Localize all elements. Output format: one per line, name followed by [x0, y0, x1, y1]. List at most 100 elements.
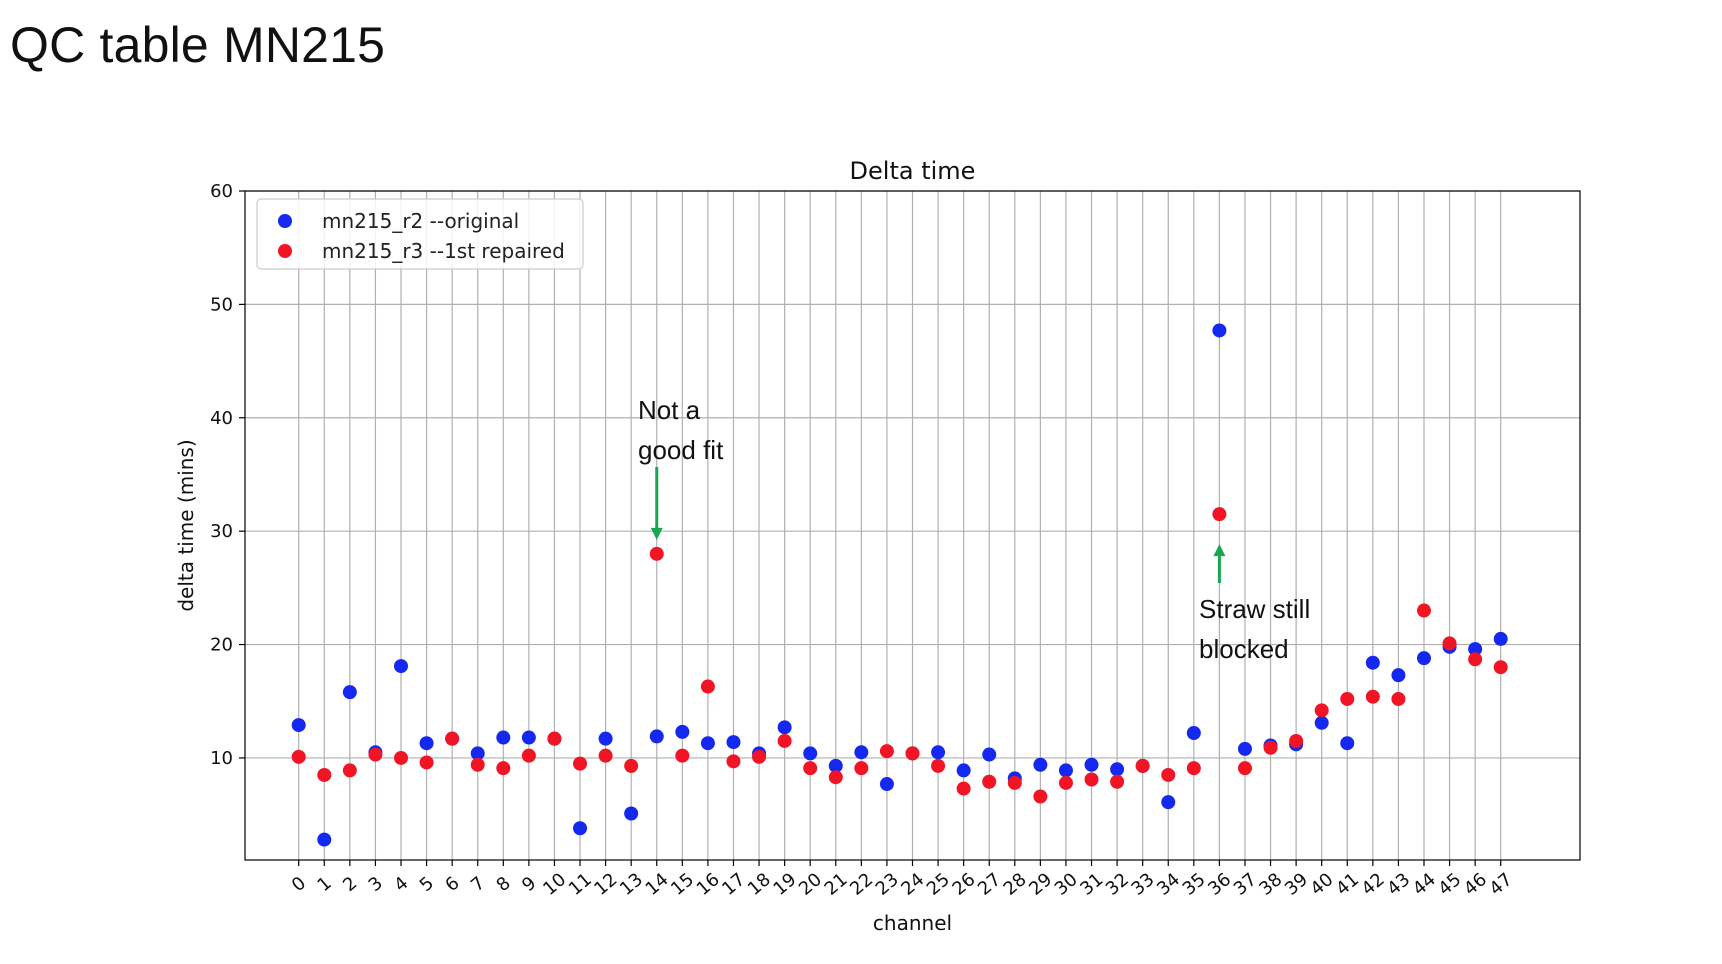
- point-series2-channel-30: [1058, 775, 1073, 790]
- point-series2-channel-41: [1340, 691, 1355, 706]
- point-series2-channel-7: [470, 757, 485, 772]
- point-series2-channel-46: [1468, 652, 1483, 667]
- point-series2-channel-17: [726, 754, 741, 769]
- x-tick-label: 47: [1486, 869, 1517, 900]
- point-series2-channel-10: [547, 731, 562, 746]
- point-series2-channel-43: [1391, 691, 1406, 706]
- point-series2-channel-12: [598, 748, 613, 763]
- point-series1-channel-29: [1033, 757, 1048, 772]
- point-series2-channel-27: [982, 774, 997, 789]
- point-series1-channel-37: [1237, 741, 1252, 756]
- point-series2-channel-42: [1365, 689, 1380, 704]
- point-series2-channel-23: [879, 744, 894, 759]
- page-title: QC table MN215: [10, 17, 386, 73]
- x-axis-label: channel: [873, 911, 952, 935]
- point-series1-channel-9: [521, 730, 536, 745]
- legend: mn215_r2 --original mn215_r3 --1st repair…: [256, 198, 584, 270]
- point-series1-channel-41: [1340, 736, 1355, 751]
- annotation-not-a-good-fit-line-1: Not a: [638, 395, 701, 425]
- x-tick-label: 6: [441, 873, 463, 896]
- point-series1-channel-36: [1212, 323, 1227, 338]
- point-series2-channel-47: [1493, 660, 1508, 675]
- grid: [245, 190, 1580, 860]
- legend-box: [256, 198, 584, 270]
- point-series2-channel-18: [752, 749, 767, 764]
- legend-label-1: mn215_r2 --original: [322, 209, 519, 233]
- annotation-arrowhead-2: [1213, 544, 1226, 557]
- chart-title: Delta time: [850, 157, 976, 185]
- point-series2-channel-1: [317, 767, 332, 782]
- annotation-arrowhead-1: [650, 527, 663, 540]
- x-tick-label: 0: [288, 873, 310, 896]
- point-series2-channel-28: [1007, 775, 1022, 790]
- point-series1-channel-26: [956, 763, 971, 778]
- point-series2-channel-39: [1289, 733, 1304, 748]
- point-series2-channel-35: [1186, 761, 1201, 776]
- y-tick-label: 30: [210, 521, 233, 542]
- x-tick-label: 9: [518, 873, 540, 896]
- x-tick-label: 8: [492, 873, 514, 896]
- point-series2-channel-14: [649, 546, 664, 561]
- point-series1-channel-12: [598, 731, 613, 746]
- y-tick-label: 40: [210, 408, 233, 429]
- y-tick-label: 50: [210, 294, 233, 315]
- point-series2-channel-31: [1084, 772, 1099, 787]
- annotation-not-a-good-fit-line-2: good fit: [638, 435, 724, 465]
- point-series1-channel-7: [470, 746, 485, 761]
- point-series1-channel-31: [1084, 757, 1099, 772]
- y-axis-label: delta time (mins): [174, 439, 198, 611]
- legend-marker-2: [278, 244, 292, 258]
- point-series1-channel-35: [1186, 726, 1201, 741]
- point-series1-channel-11: [573, 821, 588, 836]
- point-series2-channel-24: [905, 746, 920, 761]
- point-series1-channel-40: [1314, 715, 1329, 730]
- point-series1-channel-20: [803, 746, 818, 761]
- point-series2-channel-38: [1263, 740, 1278, 755]
- point-series1-channel-23: [879, 777, 894, 792]
- point-series2-channel-19: [777, 733, 792, 748]
- annotation-straw-still-blocked-line-1: Straw still: [1199, 594, 1310, 624]
- legend-marker-1: [278, 214, 292, 228]
- point-series1-channel-8: [496, 730, 511, 745]
- x-tick-label: 7: [467, 873, 489, 896]
- x-tick-label: 4: [390, 873, 412, 896]
- point-series1-channel-42: [1365, 655, 1380, 670]
- point-series2-channel-22: [854, 761, 869, 776]
- data-points: [291, 323, 1508, 847]
- point-series1-channel-22: [854, 745, 869, 760]
- point-series2-channel-21: [828, 770, 843, 785]
- point-series2-channel-20: [803, 761, 818, 776]
- annotations: Not a good fit Straw still blocked: [638, 395, 1310, 664]
- x-tick-label: 3: [365, 873, 387, 896]
- point-series2-channel-26: [956, 781, 971, 796]
- point-series2-channel-44: [1416, 603, 1431, 618]
- point-series2-channel-9: [521, 748, 536, 763]
- point-series2-channel-37: [1237, 761, 1252, 776]
- y-tick-label: 60: [210, 181, 233, 202]
- point-series2-channel-3: [368, 747, 383, 762]
- point-series1-channel-4: [394, 659, 409, 674]
- point-series1-channel-43: [1391, 668, 1406, 683]
- point-series2-channel-45: [1442, 636, 1457, 651]
- y-tick-label: 10: [210, 748, 233, 769]
- point-series1-channel-34: [1161, 795, 1176, 810]
- point-series2-channel-2: [342, 763, 357, 778]
- point-series1-channel-15: [675, 724, 690, 739]
- point-series2-channel-16: [700, 679, 715, 694]
- point-series2-channel-15: [675, 748, 690, 763]
- point-series1-channel-19: [777, 720, 792, 735]
- point-series1-channel-16: [700, 736, 715, 751]
- point-series2-channel-32: [1110, 774, 1125, 789]
- point-series2-channel-40: [1314, 703, 1329, 718]
- point-series2-channel-25: [931, 758, 946, 773]
- point-series1-channel-1: [317, 832, 332, 847]
- point-series2-channel-0: [291, 749, 306, 764]
- point-series1-channel-27: [982, 747, 997, 762]
- point-series2-channel-36: [1212, 507, 1227, 522]
- point-series2-channel-33: [1135, 758, 1150, 773]
- point-series2-channel-29: [1033, 789, 1048, 804]
- point-series1-channel-30: [1058, 763, 1073, 778]
- point-series2-channel-8: [496, 761, 511, 776]
- point-series1-channel-47: [1493, 631, 1508, 646]
